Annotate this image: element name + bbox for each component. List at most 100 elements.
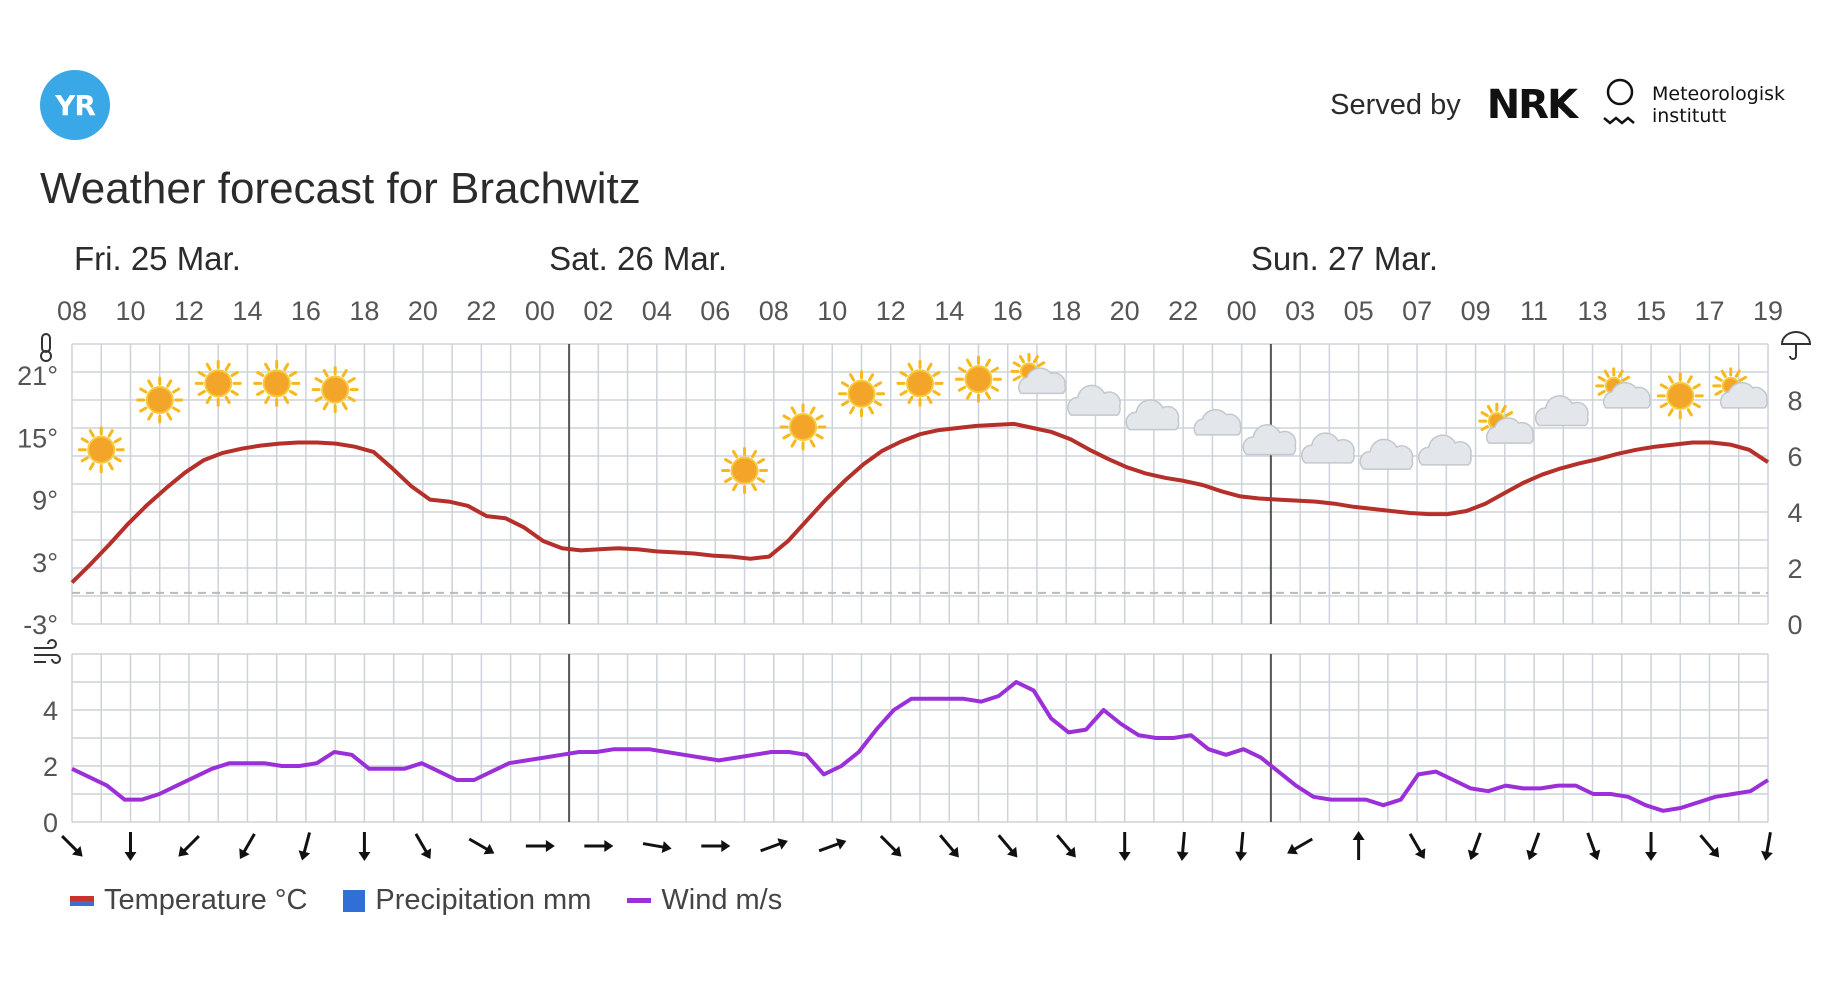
sun-ray [341, 401, 348, 411]
wind-direction-arrow [1118, 832, 1131, 861]
sun-ray [1486, 404, 1493, 414]
sun-ray [172, 406, 181, 413]
wind-arrow-head [1526, 849, 1538, 861]
moon-shape [616, 474, 632, 505]
sun-ray [840, 381, 850, 388]
cloud-icon [1242, 424, 1297, 456]
sun-ray [782, 414, 791, 421]
wind-direction-arrow [818, 838, 847, 853]
temperature-tick-label: 9° [32, 486, 58, 516]
sun-disc [730, 456, 759, 485]
sun-ray [1714, 375, 1723, 382]
cloud-shape [1242, 424, 1297, 456]
wind-series-line [71, 680, 1770, 813]
wind-direction-arrow [239, 833, 256, 859]
moon-shape [675, 474, 691, 505]
wind-arrow-head [1235, 851, 1248, 861]
moon-icon [499, 455, 515, 486]
wind-direction-arrow [642, 841, 672, 853]
wind-direction-arrow [178, 835, 200, 857]
wind-direction-arrow [1408, 833, 1426, 859]
sun-ray [166, 412, 173, 421]
temperature-series-line [70, 421, 1770, 584]
hour-tick-label: 16 [291, 296, 321, 326]
sun-ray [314, 396, 323, 403]
wind-arrow-head [1708, 846, 1720, 858]
hour-tick-label: 17 [1694, 296, 1724, 326]
wind-arrow-head [1176, 851, 1189, 861]
wind-arrow-head [661, 841, 672, 853]
sun-ray [984, 391, 991, 400]
sun-ray [1667, 375, 1674, 384]
sun-ray [80, 437, 89, 444]
precipitation-tick-label: 2 [1787, 554, 1802, 584]
hour-tick-label: 14 [934, 296, 964, 326]
sun-ray [926, 362, 933, 372]
met-logo[interactable]: Meteorologisk institutt [1602, 78, 1785, 132]
wind-tick-label: 4 [43, 696, 58, 726]
hour-tick-label: 03 [1285, 296, 1315, 326]
moon-icon [616, 474, 632, 505]
sun-ray [224, 395, 231, 404]
sun-ray [139, 406, 148, 413]
wind-direction-arrow [124, 832, 137, 861]
sun-ray [1720, 369, 1727, 378]
wind-direction-arrow [61, 835, 83, 857]
sun-ray [224, 362, 231, 372]
legend-label-wind: Wind m/s [661, 884, 783, 916]
sun-icon [838, 370, 886, 418]
sun-disc [87, 435, 116, 464]
temperature-tick-label: 3° [32, 548, 58, 578]
hour-tick-label: 10 [115, 296, 145, 326]
day-label: Sat. 26 Mar. [549, 240, 727, 277]
wind-direction-arrow [1287, 837, 1314, 855]
hour-tick-label: 14 [232, 296, 262, 326]
sun-ray [347, 396, 356, 403]
sun-ray [1012, 361, 1021, 368]
chart-grid [71, 343, 1769, 823]
sun-ray [1738, 375, 1747, 382]
hour-tick-label: 09 [1461, 296, 1491, 326]
moon-icon [675, 474, 691, 505]
sun-ray [1480, 411, 1489, 418]
sun-ray [840, 400, 850, 407]
day-label: Fri. 25 Mar. [74, 240, 241, 277]
wind-direction-arrow [468, 837, 495, 855]
wind-arrow-head [1588, 849, 1601, 861]
sun-ray [809, 406, 816, 415]
legend-item-wind[interactable]: Wind m/s [627, 884, 782, 917]
sun-ray [723, 477, 733, 484]
sun-ray [1603, 369, 1610, 378]
sun-ray [1667, 408, 1674, 417]
wind-arrow-head [1006, 846, 1018, 858]
cloud-icon [1417, 434, 1472, 466]
hour-tick-label: 12 [876, 296, 906, 326]
wind-arrow-head [72, 846, 83, 857]
partly-cloudy-day-icon [1712, 367, 1768, 409]
wind-direction-arrow [358, 832, 371, 861]
cloud-icon [1067, 384, 1121, 416]
nrk-logo[interactable]: NRK [1486, 82, 1578, 128]
sun-ray [1692, 383, 1701, 390]
sun-ray [926, 395, 933, 404]
yr-logo[interactable]: YR [40, 70, 110, 140]
sun-ray [809, 439, 816, 448]
met-logo-icon [1603, 78, 1635, 125]
sun-ray [751, 449, 758, 459]
hour-tick-label: 02 [583, 296, 613, 326]
legend-item-precipitation[interactable]: Precipitation mm [343, 884, 591, 917]
wind-direction-arrow [1761, 831, 1773, 861]
sun-ray [166, 379, 173, 388]
served-by-label: Served by [1330, 88, 1461, 121]
sun-ray [907, 362, 914, 372]
sun-ray [1734, 369, 1741, 378]
sun-ray [873, 381, 883, 388]
sun-icon [1656, 372, 1704, 420]
wind-arrow-head [604, 840, 614, 852]
sun-ray [1500, 404, 1507, 414]
legend-item-temperature[interactable]: Temperature °C [70, 884, 307, 917]
wind-arrow-head [124, 852, 137, 861]
wind-arrow-head [1287, 843, 1298, 855]
sun-ray [868, 373, 875, 382]
cloud-shape [1193, 408, 1242, 436]
